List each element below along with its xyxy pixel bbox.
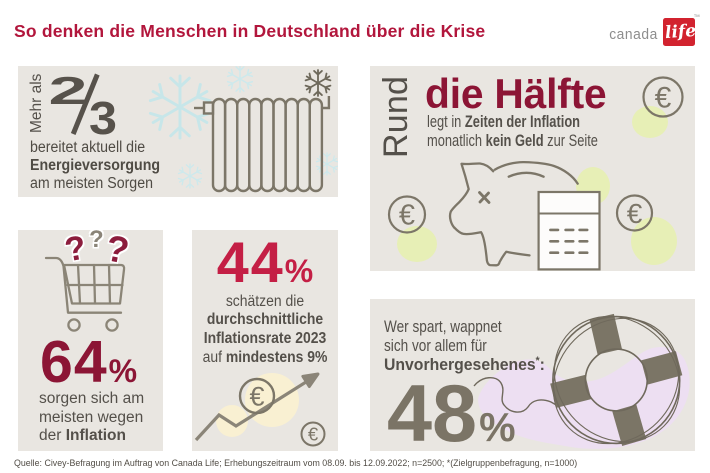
no-savings-line2-pre: monatlich xyxy=(427,132,486,150)
no-savings-line1-pre: legt in xyxy=(427,113,465,131)
no-savings-line2-bold: kein Geld xyxy=(485,132,544,150)
svg-text:€: € xyxy=(399,200,415,232)
estimate-line2: durchschnittliche xyxy=(206,311,324,329)
estimate-line4-bold: mindestens 9% xyxy=(225,348,328,366)
stat-value-64: 64% xyxy=(40,333,137,392)
piggy-bank-icon xyxy=(448,160,579,267)
panel-unforeseen-saving: Wer spart, wappnet sich vor allem für Un… xyxy=(370,299,695,455)
energy-line3: am meisten Sorgen xyxy=(30,174,153,192)
cream-blob xyxy=(216,405,248,437)
no-savings-illustration: € € € xyxy=(387,76,684,271)
euro-coin-icon: € xyxy=(238,377,276,415)
euro-coin-icon: € xyxy=(387,195,427,234)
calculator-icon xyxy=(537,190,601,271)
euro-coin-icon: € xyxy=(615,194,654,232)
svg-text:€: € xyxy=(249,382,264,412)
rope-line xyxy=(473,377,559,413)
svg-text:€: € xyxy=(655,82,672,115)
energy-line2: Energieversorgung xyxy=(30,156,161,174)
stat-64-percent: % xyxy=(108,353,138,390)
lifebuoy-icon xyxy=(550,313,683,446)
svg-text:€: € xyxy=(627,198,643,229)
no-savings-side-label: Rund xyxy=(377,75,415,158)
estimate-line3: Inflationsrate 2023 xyxy=(203,330,327,347)
no-savings-text: legt in Zeiten der Inflation monatlich k… xyxy=(427,113,598,151)
logo-life-box: life xyxy=(663,18,697,46)
lifebuoy-illustration xyxy=(473,313,690,449)
fraction-two-thirds: 2 3 xyxy=(49,70,118,144)
euro-coin-icon: € xyxy=(300,421,326,447)
radiator-icon xyxy=(194,96,331,193)
inflation-estimate-text: schätzen die durchschnittliche Inflation… xyxy=(199,293,330,368)
no-savings-line2-post: zur Seite xyxy=(543,132,598,150)
stat-44-number: 44 xyxy=(216,231,285,295)
stat-64-number: 64 xyxy=(40,329,108,396)
worry-line3-pre: der xyxy=(39,427,66,445)
stat-value-48: 48% xyxy=(387,374,516,455)
worry-line1: sorgen sich am xyxy=(39,390,145,407)
stat-44-percent: % xyxy=(284,253,314,289)
energy-text: bereitet aktuell die Energieversorgung a… xyxy=(30,139,160,193)
stat-value-44: 44% xyxy=(192,234,338,293)
logo-life-script: life xyxy=(664,20,697,44)
energy-illustration: 2 3 xyxy=(49,66,338,193)
shopping-cart-icon xyxy=(44,256,126,332)
unforeseen-line2: sich vor allem für xyxy=(384,336,487,356)
trend-illustration: € € xyxy=(194,372,326,447)
snowflake-icon xyxy=(226,66,254,93)
no-savings-headline: die Hälfte xyxy=(425,69,607,117)
fraction-numerator: 2 xyxy=(49,70,88,113)
no-savings-line1-bold: Zeiten der Inflation xyxy=(464,113,581,131)
fraction-denominator: 3 xyxy=(89,92,117,144)
unforeseen-line3-bold: Unvorhergesehenes*: xyxy=(384,354,545,375)
energy-line1: bereitet aktuell die xyxy=(30,138,146,156)
stat-48-number: 48 xyxy=(387,369,478,460)
stat-48-percent: % xyxy=(479,404,516,451)
question-mark: ? xyxy=(89,226,104,253)
snowflake-icon xyxy=(315,152,338,176)
svg-text:€: € xyxy=(308,424,319,445)
unforeseen-line1: Wer spart, wappnet xyxy=(384,317,502,336)
logo-trademark: ™ xyxy=(693,14,701,21)
worry-line3-bold: Inflation xyxy=(65,427,126,445)
energy-side-label: Mehr als xyxy=(28,73,45,133)
footnote-mark: * xyxy=(535,354,540,367)
panel-inflation-estimate: € € 44% schätzen die durchschnittliche I… xyxy=(192,230,338,451)
panel-energy-worry: 2 3 Mehr als bereitet aktuell die Energi… xyxy=(18,66,338,197)
shopping-cart-illustration xyxy=(44,256,126,332)
estimate-line4-pre: auf xyxy=(202,348,226,366)
green-blob xyxy=(397,226,437,262)
source-note: Quelle: Civey-Befragung im Auftrag von C… xyxy=(14,457,578,468)
estimate-line1: schätzen die xyxy=(225,292,305,310)
canada-life-logo: canada life ™ xyxy=(604,14,700,48)
euro-coin-icon: € xyxy=(642,76,684,118)
panel-no-savings: € € € Rund die Hälfte legt in Zeiten der… xyxy=(370,66,695,271)
green-blob xyxy=(632,106,668,138)
page-title: So denken die Menschen in Deutschland üb… xyxy=(14,20,486,41)
fraction-slash xyxy=(70,73,100,135)
worry-line2: meisten wegen xyxy=(39,408,144,426)
inflation-worry-text: sorgen sich am meisten wegen der Inflati… xyxy=(39,390,144,446)
snowflake-icon xyxy=(177,163,203,189)
logo-wordmark: canada xyxy=(609,25,658,43)
panel-inflation-worry: ? ? ? 64% sorgen sich am meisten wegen d… xyxy=(18,226,163,451)
snowflake-icon xyxy=(303,69,333,97)
unforeseen-text: Wer spart, wappnet sich vor allem für Un… xyxy=(384,317,545,378)
